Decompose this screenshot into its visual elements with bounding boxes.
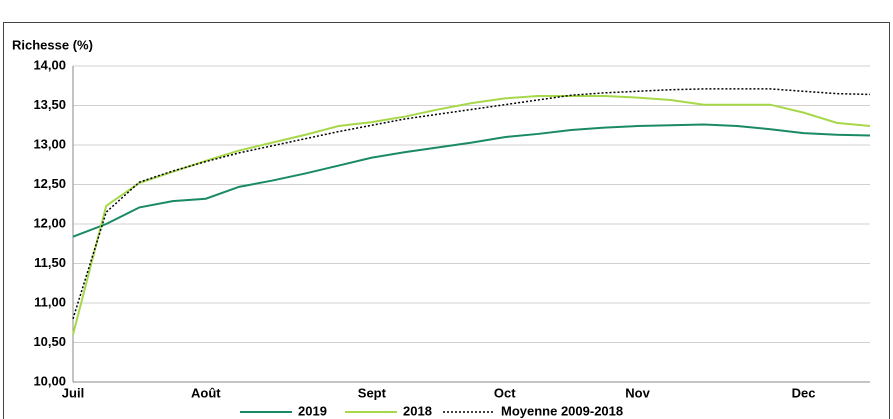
y-tick-label: 12,50	[33, 176, 66, 191]
legend-label: 2018	[403, 403, 432, 418]
y-tick-label: 10,50	[33, 334, 66, 349]
y-axis-label: Richesse (%)	[12, 37, 93, 52]
y-tick-label: 12,00	[33, 215, 66, 230]
y-tick-label: 13,00	[33, 136, 66, 151]
y-tick-label: 11,50	[34, 255, 66, 270]
x-tick-label: Oct	[494, 385, 516, 400]
x-tick-label: Sept	[358, 385, 387, 400]
x-tick-label: Juil	[62, 385, 84, 400]
chart-frame	[3, 22, 890, 419]
y-tick-label: 14,00	[33, 57, 66, 72]
legend-label: 2019	[298, 403, 327, 418]
legend-label: Moyenne 2009-2018	[501, 403, 623, 418]
x-tick-label: Août	[191, 385, 221, 400]
series-line	[72, 95, 871, 335]
y-tick-label: 11,00	[34, 294, 66, 309]
y-tick-label: 10,00	[33, 373, 66, 388]
series-line	[72, 123, 871, 238]
series-line	[72, 88, 871, 320]
x-tick-label: Dec	[792, 385, 816, 400]
y-tick-label: 13,50	[33, 97, 66, 112]
x-tick-label: Nov	[625, 385, 650, 400]
